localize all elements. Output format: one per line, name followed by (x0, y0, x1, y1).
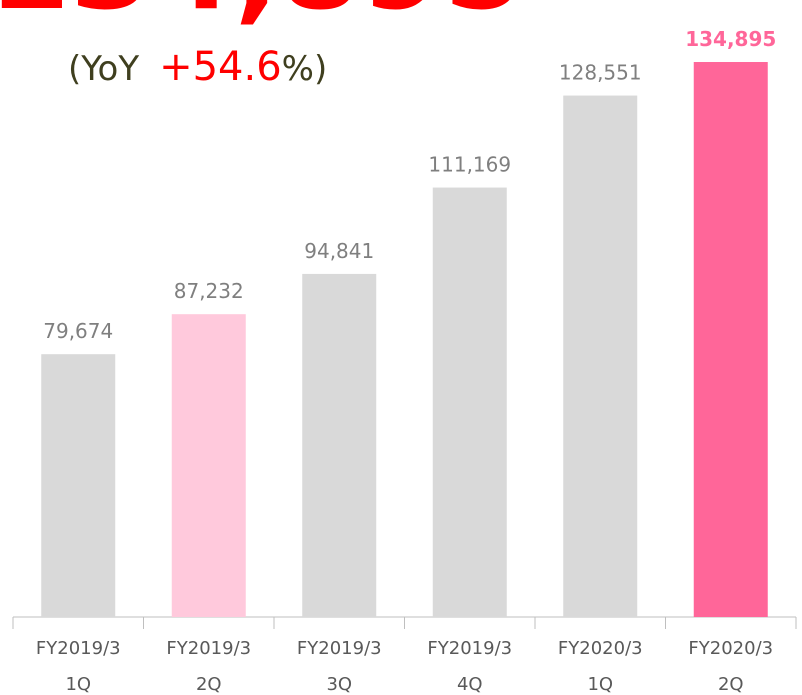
x-tick-label: 2Q (718, 674, 744, 695)
yoy: (YoY +54.6%) (68, 44, 327, 90)
value-label: 79,674 (43, 319, 113, 343)
x-tick-label: FY2019/3 (297, 638, 382, 659)
headline: 134,895 (0, 0, 525, 36)
x-tick-label: FY2020/3 (558, 638, 643, 659)
value-label: 87,232 (174, 279, 244, 303)
bar (432, 187, 507, 617)
x-tick-label: FY2020/3 (688, 638, 773, 659)
bar (693, 62, 768, 618)
bar (171, 314, 246, 617)
x-tick-label: 2Q (196, 674, 222, 695)
value-label: 111,169 (428, 153, 511, 177)
yoy-prefix: (YoY (68, 49, 139, 89)
x-tick-label: 1Q (65, 674, 91, 695)
bar (302, 273, 377, 617)
x-tick-label: FY2019/3 (166, 638, 251, 659)
yoy-suffix: %) (282, 49, 328, 89)
x-tick-label: FY2019/3 (36, 638, 121, 659)
x-tick-label: 3Q (326, 674, 352, 695)
x-tick-label: 4Q (457, 674, 483, 695)
bar (41, 354, 116, 617)
bar (563, 95, 638, 617)
x-tick-label: FY2019/3 (427, 638, 512, 659)
x-tick-label: 1Q (587, 674, 613, 695)
yoy-value: +54.6 (159, 44, 282, 90)
value-label: 128,551 (559, 61, 642, 85)
value-label: 134,895 (685, 27, 776, 51)
value-label: 94,841 (304, 239, 374, 263)
